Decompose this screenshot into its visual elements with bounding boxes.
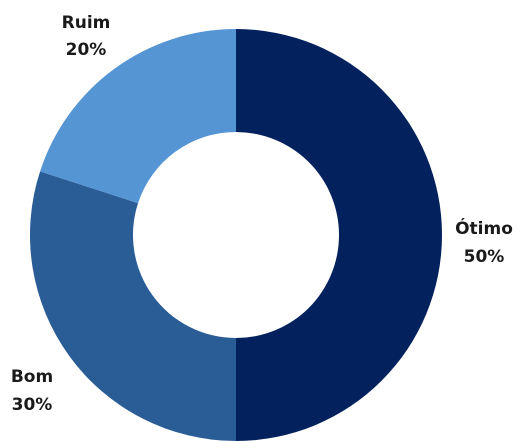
slice-label-otimo-name: Ótimo [455,217,513,239]
slice-ruim [40,29,236,204]
slice-label-bom-name: Bom [11,367,53,387]
slice-label-ruim-value: 20% [66,40,107,60]
donut-slices [29,29,442,441]
slice-labels: Ótimo 50% Bom 30% Ruim 20% [11,13,513,415]
slice-bom [29,171,236,441]
slice-label-otimo-value: 50% [464,247,505,267]
slice-otimo [236,29,442,441]
slice-label-ruim-name: Ruim [62,13,111,33]
slice-label-bom-value: 30% [12,395,53,415]
